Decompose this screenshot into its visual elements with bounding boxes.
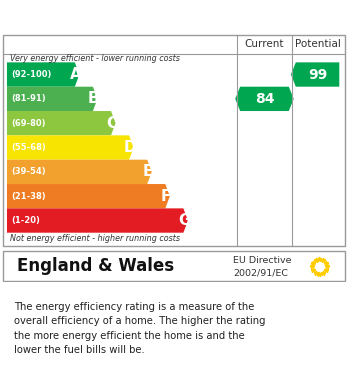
- Text: England & Wales: England & Wales: [17, 257, 175, 275]
- Text: C: C: [106, 116, 117, 131]
- Text: (1-20): (1-20): [11, 216, 40, 225]
- Text: 84: 84: [255, 92, 274, 106]
- Text: D: D: [124, 140, 136, 155]
- Text: Energy Efficiency Rating: Energy Efficiency Rating: [10, 5, 258, 23]
- Text: Current: Current: [245, 39, 284, 49]
- Polygon shape: [7, 208, 188, 233]
- Text: Potential: Potential: [295, 39, 341, 49]
- Polygon shape: [7, 111, 116, 135]
- Polygon shape: [235, 87, 294, 111]
- Text: G: G: [178, 213, 190, 228]
- Text: 99: 99: [308, 68, 327, 81]
- Text: (21-38): (21-38): [11, 192, 46, 201]
- Text: Very energy efficient - lower running costs: Very energy efficient - lower running co…: [10, 54, 180, 63]
- Text: (39-54): (39-54): [11, 167, 46, 176]
- Polygon shape: [7, 160, 152, 184]
- Text: 2002/91/EC: 2002/91/EC: [233, 269, 288, 278]
- Text: Not energy efficient - higher running costs: Not energy efficient - higher running co…: [10, 234, 181, 243]
- Text: (69-80): (69-80): [11, 119, 46, 128]
- Polygon shape: [291, 62, 339, 87]
- Text: A: A: [70, 67, 81, 82]
- Text: The energy efficiency rating is a measure of the
overall efficiency of a home. T: The energy efficiency rating is a measur…: [14, 302, 266, 355]
- Text: (55-68): (55-68): [11, 143, 46, 152]
- Polygon shape: [7, 184, 170, 208]
- Polygon shape: [7, 62, 79, 87]
- Polygon shape: [7, 87, 97, 111]
- Text: EU Directive: EU Directive: [233, 256, 292, 265]
- Text: E: E: [143, 164, 153, 179]
- Text: (81-91): (81-91): [11, 94, 46, 103]
- Text: B: B: [88, 91, 100, 106]
- Text: F: F: [161, 189, 171, 204]
- Polygon shape: [7, 135, 134, 160]
- Text: (92-100): (92-100): [11, 70, 52, 79]
